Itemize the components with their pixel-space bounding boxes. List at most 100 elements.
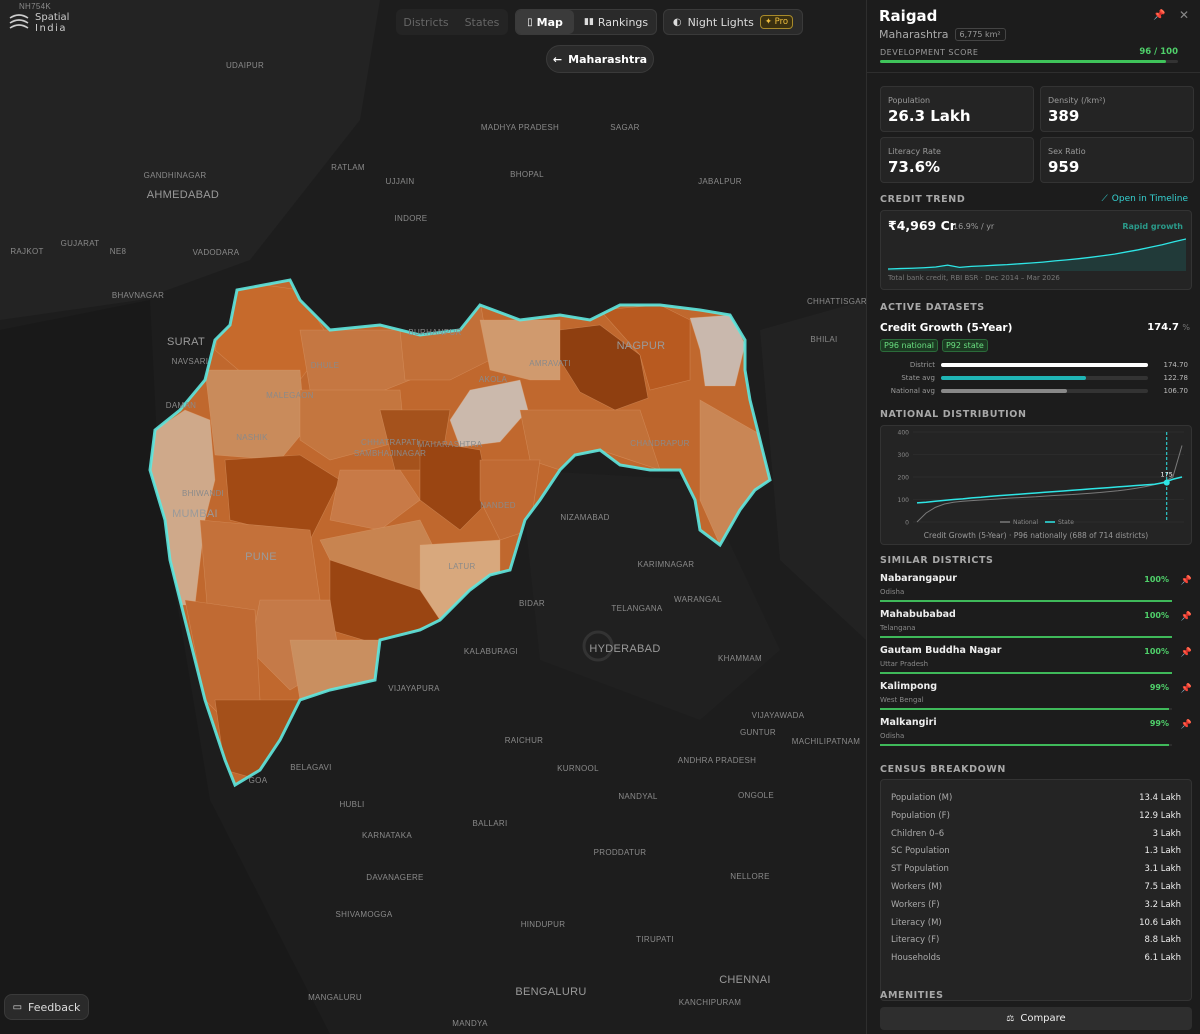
map-label: SAMBHAJINAGAR [354, 449, 426, 458]
map-label: TIRUPATI [636, 935, 674, 944]
pro-badge: ✦ Pro [759, 15, 794, 29]
map-label: KARNATAKA [362, 831, 412, 840]
tab-active[interactable]: ▯ Map [516, 10, 574, 34]
map[interactable]: NH754K UDAIPUR MADHYA PRADESH SAGAR GANDHINA… [0, 0, 866, 1034]
map-label: HUBLI [339, 800, 364, 809]
similar-name[interactable]: Kalimpong [880, 681, 938, 692]
pin-button[interactable]: 📌 [1180, 612, 1192, 622]
section-heading: CENSUS BREAKDOWN [880, 764, 1006, 775]
similar-track [880, 744, 1172, 746]
census-label: Literacy (M) [891, 917, 942, 928]
map-label: BHIWANDI [182, 489, 224, 498]
brand-logo [9, 14, 29, 29]
compare-button[interactable]: ⚖ Compare [880, 1007, 1192, 1030]
pin-button[interactable]: 📌 [1153, 10, 1166, 21]
district[interactable] [299, 389, 406, 461]
close-button[interactable]: ✕ [1179, 8, 1190, 22]
map-label: VIJAYAPURA [388, 684, 440, 693]
similar-bar [880, 636, 1172, 638]
district[interactable] [204, 369, 306, 461]
stat-value: 73.6% [888, 158, 941, 176]
district[interactable] [449, 379, 529, 448]
similar-pct: 100% [1144, 611, 1169, 620]
map-label: MACHILIPATNAM [792, 737, 861, 746]
map-label: KALABURAGI [464, 647, 518, 656]
bar [941, 389, 1068, 393]
similar-state: Odisha [880, 588, 905, 596]
brand-line: India [35, 23, 68, 34]
similar-name[interactable]: Malkangiri [880, 717, 937, 728]
similar-name[interactable]: Mahabubabad [880, 609, 956, 620]
stat-card: Density (/km²) 389 [1040, 86, 1194, 132]
map-label: PRODDATUR [594, 848, 647, 857]
tab[interactable]: States [464, 15, 500, 29]
map-label: LATUR [448, 562, 475, 571]
map-label: BHAVNAGAR [112, 291, 164, 300]
stat-card: Sex Ratio 959 [1040, 137, 1194, 183]
pin-button[interactable]: 📌 [1180, 684, 1192, 694]
night-lights-button[interactable]: ◐ Night Lights ✦ Pro [663, 9, 803, 35]
similar-state: Odisha [880, 732, 905, 740]
legend-label: National [1013, 519, 1038, 526]
pin-button[interactable]: 📌 [1180, 648, 1192, 658]
tab[interactable]: ▮▮ Rankings [584, 15, 649, 29]
back-button[interactable]: ← Maharashtra [546, 45, 654, 73]
tab-label: Map [536, 15, 563, 29]
census-label: Children 0–6 [891, 828, 945, 839]
brand[interactable]: Spatial India [8, 10, 108, 36]
map-label: TELANGANA [611, 604, 663, 613]
map-label: BALLARI [472, 819, 507, 828]
map-label: NAGPUR [617, 340, 666, 352]
pin-button[interactable]: 📌 [1180, 720, 1192, 730]
tab[interactable]: Districts [403, 15, 449, 29]
badge: P96 national [880, 339, 938, 352]
map-label: KARIMNAGAR [638, 560, 695, 569]
map-label: GOA [249, 776, 268, 785]
map-label: BELAGAVI [290, 763, 331, 772]
census-value: 6.1 Lakh [1144, 953, 1181, 964]
similar-state: Uttar Pradesh [880, 660, 929, 668]
stat-card: Population 26.3 Lakh [880, 86, 1034, 132]
map-label: DHULE [311, 361, 340, 370]
state-name: Maharashtra [879, 28, 949, 41]
maharashtra-districts[interactable] [150, 280, 770, 785]
map-label: MUMBAI [172, 508, 218, 520]
bar [941, 363, 1148, 367]
y-tick-label: 200 [898, 475, 910, 482]
timeline-link[interactable]: ⟋ Open in Timeline [1101, 194, 1188, 204]
bar [941, 376, 1087, 380]
map-label: RATLAM [331, 163, 365, 172]
district[interactable] [419, 439, 491, 531]
district[interactable] [479, 319, 561, 381]
map-label: DAMAN [166, 401, 196, 410]
district[interactable] [559, 324, 649, 411]
y-tick-label: 300 [898, 452, 910, 459]
dataset-value: 174.7 % [1147, 322, 1190, 333]
growth-tag: Rapid growth [1122, 222, 1183, 231]
dev-score-bar [880, 60, 1167, 63]
marker-label: 175 [1161, 471, 1173, 479]
bar-value: 122.78 [1163, 374, 1189, 382]
pin-button[interactable]: 📌 [1180, 576, 1192, 586]
bar-value: 174.70 [1163, 361, 1189, 369]
feedback-button[interactable]: ▭ Feedback [4, 994, 89, 1020]
brand-text: Spatial India [35, 12, 69, 34]
similar-name[interactable]: Gautam Buddha Nagar [880, 645, 1002, 656]
chart-caption: Credit Growth (5-Year) · P96 nationally … [924, 531, 1148, 540]
district[interactable] [224, 454, 341, 541]
bar-label: National avg [890, 387, 935, 395]
similar-name[interactable]: Nabarangapur [880, 573, 957, 584]
dataset-unit: % [1182, 323, 1190, 332]
census-value: 12.9 Lakh [1139, 810, 1181, 821]
section-heading: CREDIT TREND [880, 194, 966, 205]
bar-label: State avg [901, 374, 935, 382]
feedback-label: Feedback [28, 1000, 81, 1014]
bar-track [941, 376, 1148, 380]
map-label: CHHATRAPATI [361, 438, 419, 447]
similar-track [880, 708, 1172, 710]
map-label: NELLORE [730, 872, 769, 881]
census-value: 7.5 Lakh [1144, 882, 1181, 892]
district[interactable] [329, 469, 421, 531]
census-value: 10.6 Lakh [1139, 917, 1181, 928]
y-tick-label: 0 [905, 520, 909, 527]
